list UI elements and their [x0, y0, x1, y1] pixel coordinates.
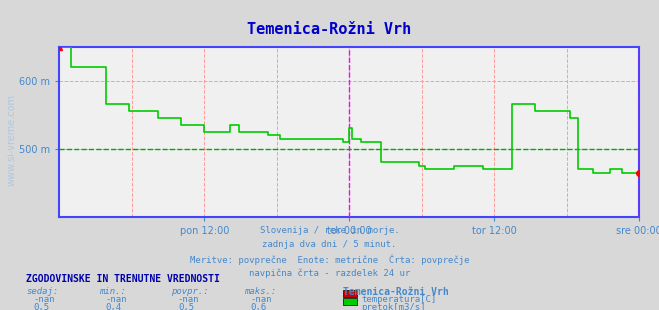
Text: navpična črta - razdelek 24 ur: navpična črta - razdelek 24 ur	[249, 268, 410, 278]
Text: Temenica-Rožni Vrh: Temenica-Rožni Vrh	[247, 22, 412, 37]
Text: -nan: -nan	[178, 295, 200, 304]
Text: temperatura[C]: temperatura[C]	[361, 295, 436, 304]
Text: zadnja dva dni / 5 minut.: zadnja dva dni / 5 minut.	[262, 240, 397, 249]
Text: povpr.:: povpr.:	[171, 287, 209, 296]
Text: -nan: -nan	[105, 295, 127, 304]
Text: min.:: min.:	[99, 287, 126, 296]
Text: www.si-vreme.com: www.si-vreme.com	[7, 94, 16, 185]
Text: -nan: -nan	[250, 295, 272, 304]
Text: 0,6: 0,6	[250, 303, 266, 310]
Text: Temenica-Rožni Vrh: Temenica-Rožni Vrh	[343, 287, 448, 297]
Text: pretok[m3/s]: pretok[m3/s]	[361, 303, 426, 310]
Text: sedaj:: sedaj:	[26, 287, 59, 296]
Text: 0,5: 0,5	[33, 303, 49, 310]
Text: Slovenija / reke in morje.: Slovenija / reke in morje.	[260, 226, 399, 235]
Text: -nan: -nan	[33, 295, 55, 304]
Text: ZGODOVINSKE IN TRENUTNE VREDNOSTI: ZGODOVINSKE IN TRENUTNE VREDNOSTI	[26, 274, 220, 284]
Text: 0,4: 0,4	[105, 303, 121, 310]
Text: 0,5: 0,5	[178, 303, 194, 310]
Text: maks.:: maks.:	[244, 287, 276, 296]
Text: Meritve: povprečne  Enote: metrične  Črta: povprečje: Meritve: povprečne Enote: metrične Črta:…	[190, 254, 469, 265]
